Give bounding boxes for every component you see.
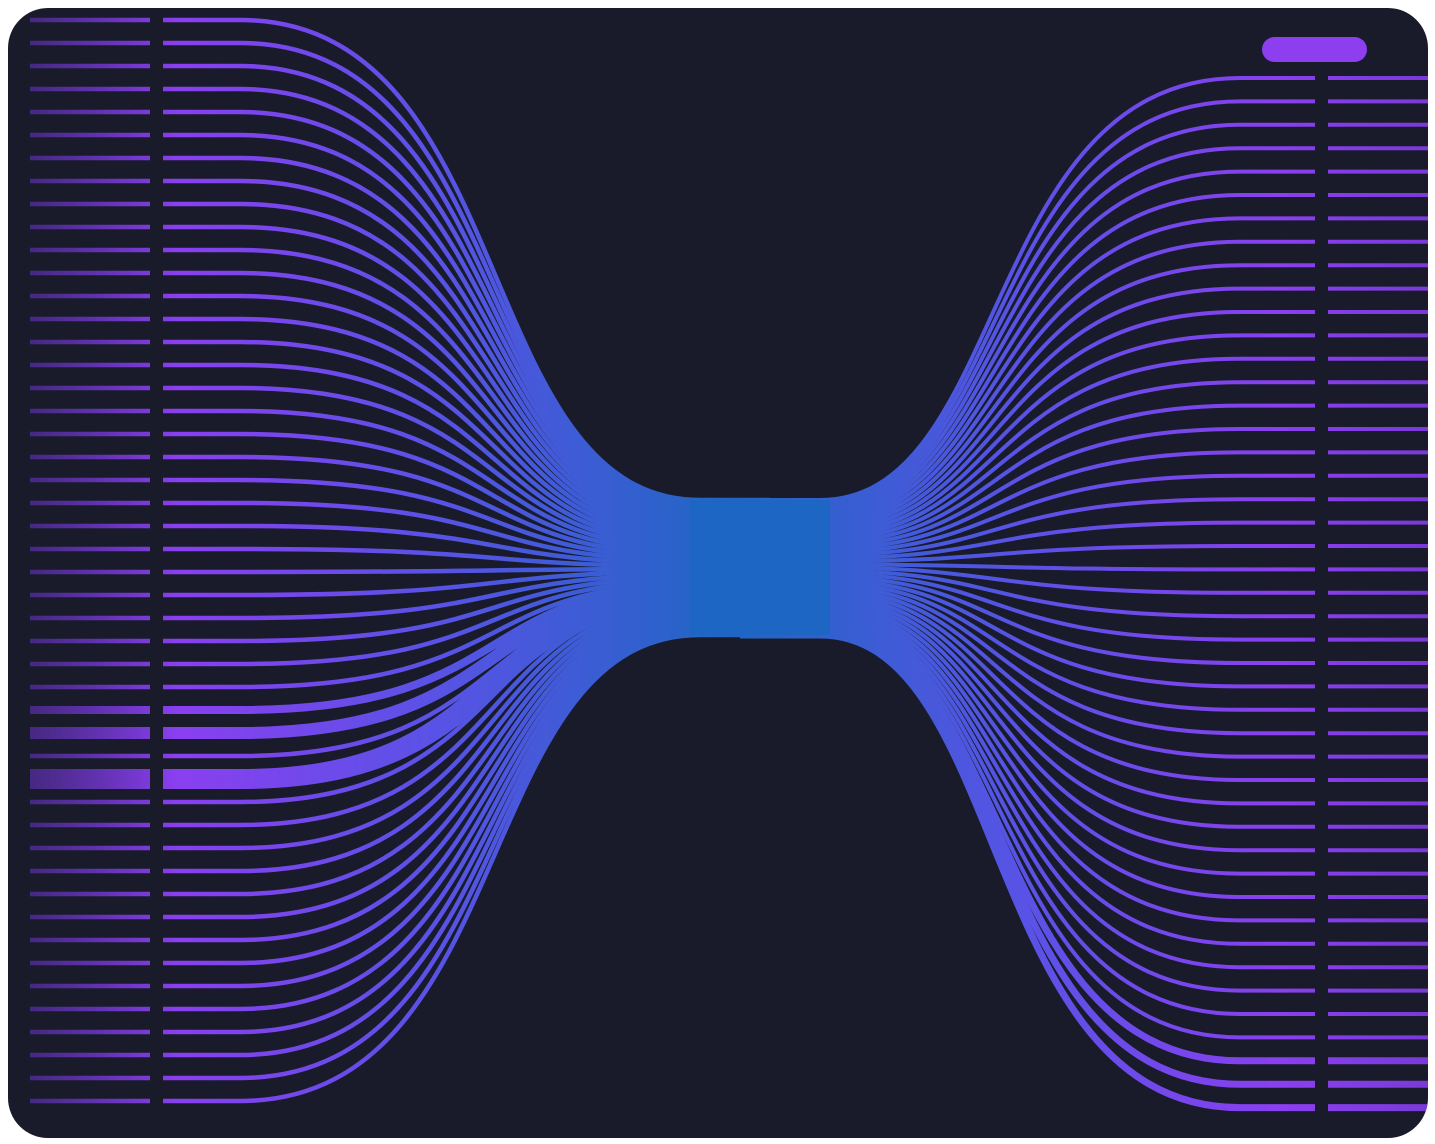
left-curve [163, 63, 770, 508]
left-curve [163, 17, 770, 503]
right-curve [740, 608, 1315, 923]
left-curve [163, 572, 770, 621]
right-curve [740, 631, 1315, 1112]
right-curve [740, 427, 1315, 549]
right-curve [740, 602, 1315, 876]
left-curve [163, 546, 770, 569]
left-curve [163, 618, 770, 989]
right-curve [740, 593, 1315, 806]
right-curve [740, 76, 1315, 502]
left-curve [163, 454, 770, 557]
right-curve [740, 574, 1315, 665]
left-curve [163, 109, 770, 514]
left-curve [163, 632, 770, 1104]
left-curve [163, 293, 770, 537]
left-curve [163, 624, 770, 1035]
left-curve [163, 500, 770, 563]
left-curve [163, 578, 770, 667]
left-curve [163, 598, 770, 828]
right-curve [740, 450, 1315, 552]
right-curve [740, 596, 1315, 829]
left-curve [163, 601, 770, 851]
right-curve [740, 544, 1315, 564]
right-curve [740, 562, 1315, 572]
left-curve [163, 339, 770, 543]
left-curve [163, 132, 770, 517]
left-curve [163, 385, 770, 549]
right-curve [740, 239, 1315, 524]
right-curve [740, 614, 1315, 970]
right-curve [740, 571, 1315, 642]
right-curve [740, 333, 1315, 536]
left-curve [163, 178, 770, 523]
left-curve [163, 629, 770, 1081]
left-curve [163, 477, 770, 560]
right-curve [740, 216, 1315, 521]
left-curve [163, 270, 770, 534]
right-curve [740, 617, 1315, 993]
right-curve [740, 577, 1315, 689]
right-curve [740, 356, 1315, 539]
left-curve [163, 621, 770, 1012]
right-curve [740, 565, 1315, 595]
left-curve [163, 609, 770, 920]
right-curve [740, 520, 1315, 561]
right-curve [740, 590, 1315, 782]
right-curve [740, 586, 1315, 759]
left-curve [163, 566, 770, 575]
left-curve [163, 604, 770, 874]
left-curve [163, 408, 770, 552]
right-curve [740, 497, 1315, 558]
right-curve [740, 599, 1315, 853]
right-curve [740, 403, 1315, 545]
right-curve [740, 620, 1315, 1016]
right-curve [740, 611, 1315, 946]
left-curve [163, 247, 770, 531]
left-curve [163, 523, 770, 566]
right-curve [740, 122, 1315, 509]
left-curve [163, 575, 770, 644]
right-curve [740, 380, 1315, 542]
left-curve [163, 584, 770, 789]
left-curve [163, 615, 770, 966]
right-curve [740, 568, 1315, 619]
left-curve [163, 627, 770, 1058]
left-curve [163, 201, 770, 526]
left-curve [163, 40, 770, 506]
left-curve [163, 155, 770, 520]
right-curve [740, 583, 1315, 736]
right-curve [740, 605, 1315, 899]
right-curve [740, 146, 1315, 512]
left-curve [163, 362, 770, 546]
left-curve [163, 569, 770, 598]
flow-lines [30, 17, 1428, 1112]
left-curve [163, 612, 770, 943]
left-curve [163, 86, 770, 511]
left-curve [163, 431, 770, 554]
right-curve [740, 169, 1315, 515]
right-curve [740, 286, 1315, 530]
left-curve [163, 224, 770, 529]
bundle-core [690, 500, 830, 635]
right-curve [740, 580, 1315, 712]
right-curve [740, 310, 1315, 533]
right-curve [740, 99, 1315, 506]
left-curve [163, 606, 770, 897]
right-curve [740, 193, 1315, 518]
right-curve [740, 263, 1315, 527]
left-curve [163, 595, 770, 805]
pill-button[interactable] [1262, 37, 1367, 62]
left-curve [163, 316, 770, 540]
right-curve [740, 473, 1315, 555]
